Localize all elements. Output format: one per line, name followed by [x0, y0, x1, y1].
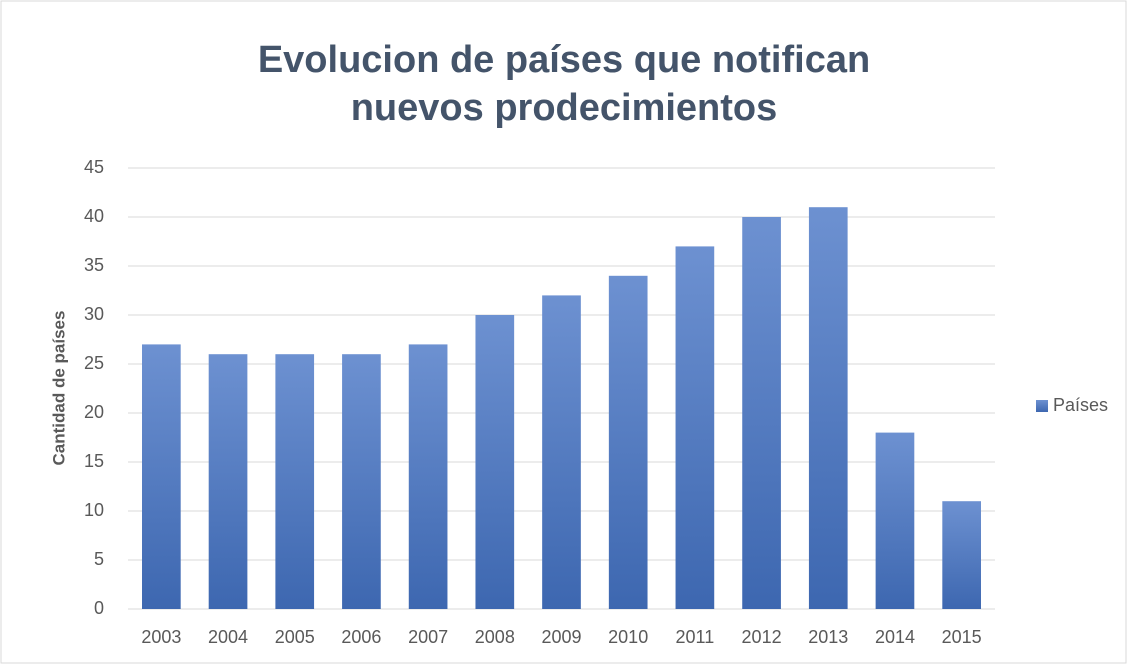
x-tick-label: 2006 [341, 627, 381, 647]
y-tick-label: 0 [94, 598, 104, 618]
x-tick-label: 2014 [875, 627, 915, 647]
x-tick-label: 2010 [608, 627, 648, 647]
bar [808, 207, 848, 609]
bar [608, 275, 648, 609]
bar [342, 354, 381, 609]
x-tick-label: 2009 [541, 627, 581, 647]
y-tick-label: 15 [84, 451, 104, 471]
legend-swatch [1036, 400, 1048, 412]
bar [675, 246, 715, 609]
y-axis-label: Cantidad de países [49, 311, 68, 466]
bar [542, 295, 581, 609]
y-tick-label: 25 [84, 353, 104, 373]
bar [875, 432, 915, 609]
bar [275, 354, 315, 609]
bar [475, 315, 515, 609]
x-tick-label: 2007 [408, 627, 448, 647]
y-tick-label: 45 [84, 157, 104, 177]
y-tick-label: 5 [94, 549, 104, 569]
bar [208, 354, 248, 609]
x-tick-label: 2008 [475, 627, 515, 647]
bar [142, 344, 181, 609]
y-tick-label: 10 [84, 500, 104, 520]
y-tick-label: 40 [84, 206, 104, 226]
chart-title: Evolucion de países que notifican nuevos… [257, 39, 871, 129]
x-tick-label: 2005 [275, 627, 315, 647]
x-tick-label: 2003 [141, 627, 181, 647]
bar [942, 501, 981, 609]
x-tick-label: 2011 [676, 627, 715, 647]
bar [408, 344, 448, 609]
x-tick-label: 2004 [208, 627, 248, 647]
x-tick-label: 2015 [942, 627, 982, 647]
y-tick-label: 30 [84, 304, 104, 324]
x-tick-label: 2013 [808, 627, 848, 647]
bar [742, 217, 781, 609]
legend-label: Países [1053, 395, 1108, 415]
y-tick-label: 35 [84, 255, 104, 275]
y-tick-label: 20 [84, 402, 104, 422]
x-tick-label: 2012 [742, 627, 782, 647]
